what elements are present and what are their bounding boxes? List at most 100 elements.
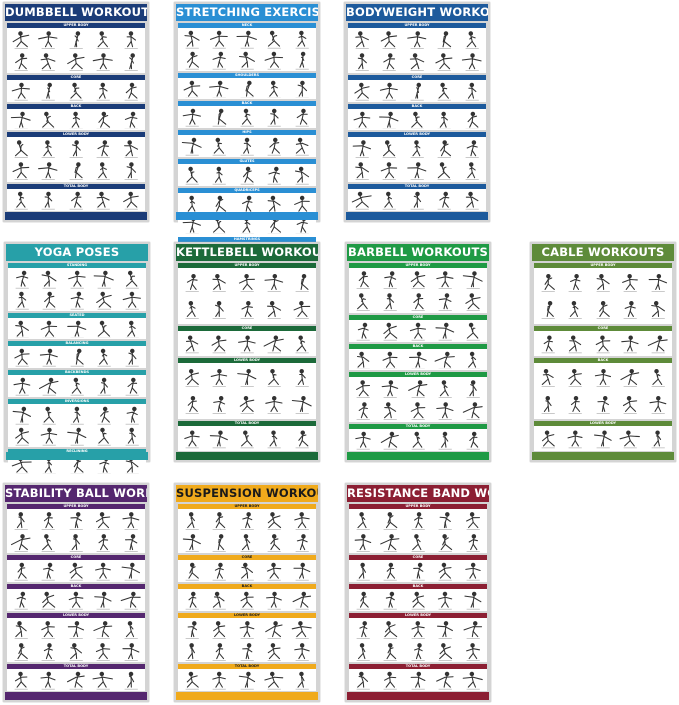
- exercise-figure-icon: [69, 31, 83, 49]
- exercise-figure-icon: [92, 671, 114, 690]
- exercise-figure-icon: [185, 195, 199, 214]
- exercise-cell: [35, 138, 62, 160]
- exercise-cell: [377, 430, 404, 451]
- exercise-figure-icon: [407, 31, 427, 49]
- exercise-figure-icon: [14, 140, 28, 159]
- exercise-cell: [288, 640, 315, 662]
- exercise-figure-icon: [41, 512, 56, 530]
- poster-section: CORE: [349, 314, 487, 342]
- exercise-figure-icon: [125, 427, 139, 446]
- exercise-figure-icon: [97, 427, 111, 446]
- exercise-figure-icon: [124, 533, 138, 552]
- exercise-cell: [432, 670, 459, 691]
- exercise-cell: [35, 80, 62, 101]
- exercise-figure-icon: [212, 621, 227, 639]
- exercise-cell: [459, 269, 486, 290]
- exercise-cell: [179, 331, 206, 355]
- poster-section: CORE: [349, 555, 487, 583]
- exercise-cell: [376, 160, 403, 182]
- exercise-figure-icon: [267, 642, 281, 661]
- exercise-cell: [117, 160, 144, 182]
- exercise-cell: [404, 640, 432, 662]
- exercise-cell: [8, 80, 35, 101]
- exercise-cell: [377, 618, 404, 640]
- exercise-figure-icon: [568, 396, 583, 415]
- exercise-cell: [288, 49, 315, 70]
- exercise-figure-icon: [12, 406, 32, 425]
- exercise-figure-icon: [14, 53, 28, 71]
- poster-barbell-workouts[interactable]: BARBELL WORKOUTS UPPER BODY CORE: [345, 242, 491, 462]
- exercise-cell: [36, 318, 63, 339]
- exercise-cell: [62, 618, 90, 640]
- exercise-cell: [206, 49, 233, 70]
- poster-suspension-workouts[interactable]: SUSPENSION WORKOUTS UPPER BODY CORE: [174, 483, 320, 702]
- section-header: QUADRICEPS: [178, 187, 316, 193]
- exercise-cell: [35, 618, 62, 640]
- section-header: CORE: [534, 325, 672, 331]
- poster-section: BACK: [349, 343, 487, 371]
- exercise-figure-icon: [410, 271, 426, 289]
- exercise-cell: [179, 426, 206, 450]
- exercise-figure-icon: [434, 351, 456, 370]
- exercise-cell: [35, 670, 62, 691]
- exercise-cell: [562, 426, 589, 450]
- exercise-figure-icon: [93, 270, 114, 289]
- poster-resistance-band-workouts[interactable]: RESISTANCE BAND WORKOUTS UPPER BODY CORE: [345, 483, 491, 702]
- exercise-figure-icon: [463, 591, 481, 610]
- exercise-figure-icon: [11, 533, 31, 552]
- exercise-cell: [117, 109, 144, 130]
- exercise-cell: [288, 426, 315, 450]
- exercise-figure-icon: [355, 53, 369, 71]
- poster-yoga-poses[interactable]: YOGA POSES STANDING SEATED: [4, 242, 150, 476]
- exercise-figure-icon: [411, 642, 425, 661]
- poster-title: KETTLEBELL WORKOUTS: [176, 244, 318, 261]
- poster-dumbbell-workouts[interactable]: DUMBBELL WORKOUTS UPPER BODY CORE: [3, 2, 149, 222]
- exercise-cell: [459, 430, 486, 451]
- exercise-figure-icon: [295, 430, 309, 448]
- exercise-figure-icon: [10, 111, 31, 130]
- exercise-cell: [206, 531, 233, 553]
- exercise-cell: [179, 590, 206, 610]
- exercise-figure-icon: [541, 396, 555, 415]
- exercise-cell: [349, 138, 376, 160]
- exercise-figure-icon: [185, 273, 199, 292]
- section-header: LOWER BODY: [7, 612, 145, 618]
- exercise-cell: [62, 109, 90, 130]
- exercise-cell: [432, 618, 459, 640]
- exercise-cell: [377, 290, 404, 312]
- exercise-cell: [535, 426, 562, 450]
- exercise-figure-icon: [410, 82, 424, 101]
- exercise-figure-icon: [185, 301, 199, 320]
- exercise-cell: [117, 640, 144, 662]
- exercise-cell: [233, 618, 261, 640]
- exercise-figure-icon: [14, 563, 28, 581]
- poster-stretching-exercises[interactable]: STRETCHING EXERCISES NECK SHOULDERS: [174, 2, 320, 265]
- section-header: TOTAL BODY: [7, 184, 145, 190]
- exercise-cell: [459, 290, 486, 312]
- poster-kettlebell-workouts[interactable]: KETTLEBELL WORKOUTS UPPER BODY CORE: [174, 242, 320, 462]
- exercise-cell: [62, 190, 90, 211]
- exercise-cell: [288, 296, 315, 323]
- poster-section: TOTAL BODY: [349, 664, 487, 692]
- exercise-cell: [288, 193, 315, 214]
- exercise-cell: [179, 29, 206, 49]
- exercise-figure-icon: [122, 642, 139, 661]
- exercise-cell: [36, 269, 63, 289]
- exercise-figure-icon: [183, 80, 201, 98]
- exercise-cell: [261, 136, 288, 156]
- exercise-cell: [118, 289, 145, 310]
- exercise-cell: [90, 640, 117, 662]
- poster-cable-workouts[interactable]: CABLE WORKOUTS UPPER BODY CORE: [530, 242, 676, 462]
- exercise-figure-icon: [212, 51, 227, 70]
- poster-section: LOWER BODY: [7, 612, 145, 663]
- exercise-figure-icon: [41, 642, 56, 661]
- poster-stability-ball-workouts[interactable]: STABILITY BALL WORKOUTS UPPER BODY CORE: [3, 483, 149, 702]
- exercise-cell: [404, 320, 432, 341]
- exercise-cell: [349, 190, 376, 211]
- poster-bodyweight-workouts[interactable]: BODYWEIGHT WORKOUTS UPPER BODY CORE: [344, 2, 490, 222]
- exercise-cell: [589, 296, 617, 323]
- exercise-figure-icon: [70, 406, 84, 425]
- poster-section: BACKBENDS: [8, 370, 146, 397]
- exercise-cell: [431, 160, 458, 182]
- exercise-figure-icon: [185, 591, 199, 610]
